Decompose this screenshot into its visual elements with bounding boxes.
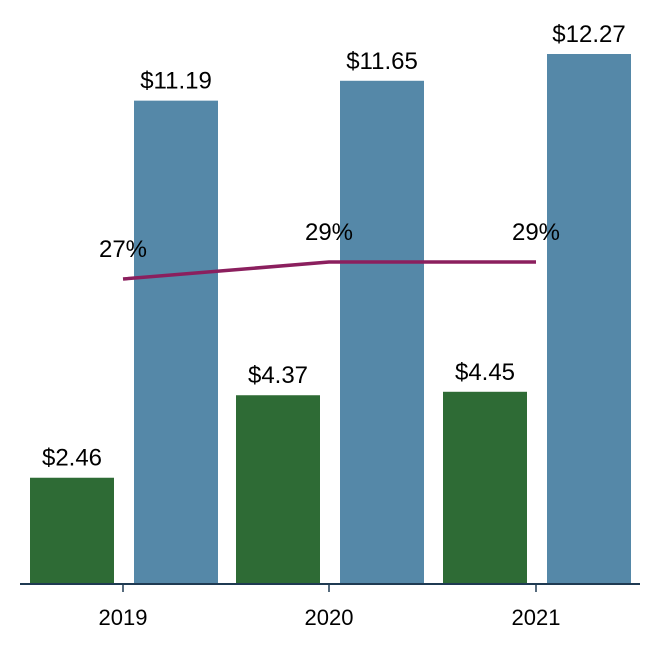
bar-value-label: $4.45 (455, 359, 515, 386)
bar-2020-series-2 (340, 80, 424, 585)
x-tick-label: 2020 (305, 605, 354, 630)
bar-2020-series-1 (236, 395, 320, 584)
bar-2021-series-2 (547, 54, 631, 584)
bar-value-label: $2.46 (42, 445, 102, 472)
rate-line (122, 260, 536, 281)
rate-point-label: 29% (512, 219, 560, 246)
bar-value-label: $4.37 (248, 362, 308, 389)
x-axis: 2019 2020 2021 (20, 583, 640, 630)
x-tick-label: 2021 (512, 605, 561, 630)
bar-value-label: $11.65 (346, 48, 418, 75)
x-tick-label: 2019 (99, 605, 148, 630)
bar-2019-series-1 (30, 477, 114, 584)
bars-layer (30, 54, 631, 585)
labels-layer: $2.46 $4.37 $4.45 $11.19 $11.65 $12.27 27% 29% 2… (42, 21, 626, 472)
rate-point-label: 29% (305, 219, 353, 246)
bar-value-label: $12.27 (552, 21, 625, 48)
rate-line-layer (122, 260, 536, 281)
bar-2021-series-1 (443, 391, 527, 584)
bar-value-label: $11.19 (140, 68, 212, 95)
rate-point-label: 27% (99, 236, 147, 263)
bar-2019-series-2 (134, 100, 218, 585)
